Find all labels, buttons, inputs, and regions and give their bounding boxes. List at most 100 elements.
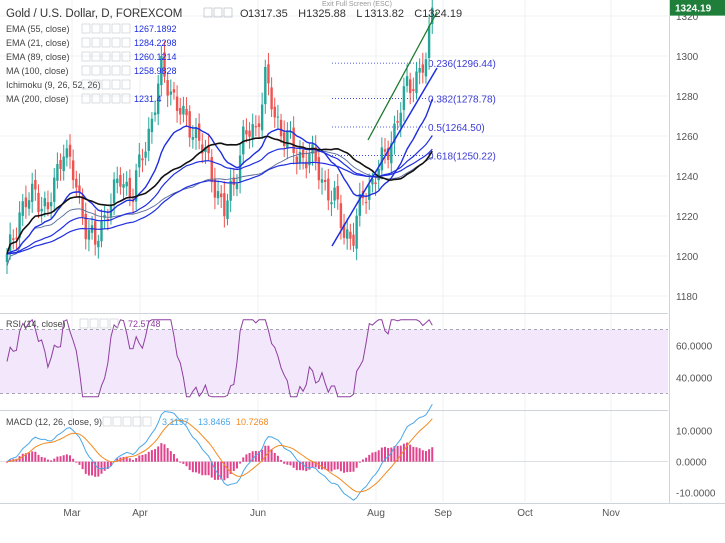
macd-histogram-bar [261, 449, 264, 462]
candle-body [412, 89, 415, 92]
macd-histogram-bar [198, 461, 201, 474]
candle-body [188, 111, 191, 138]
candle-body [75, 178, 78, 188]
candle-body [346, 229, 349, 239]
macd-histogram-bar [267, 445, 270, 462]
indicator-value: 1284.2298 [134, 38, 177, 48]
macd-histogram-bar [157, 446, 160, 462]
candle-body [144, 151, 147, 158]
macd-histogram-bar [207, 461, 210, 476]
candle-body [257, 123, 261, 128]
candle-body [210, 157, 213, 183]
indicator-label: EMA (55, close) [6, 24, 70, 34]
candle-body [339, 203, 343, 228]
rsi-tick-label: 40.0000 [676, 374, 713, 385]
macd-histogram-bar [59, 456, 62, 462]
macd-histogram-bar [292, 461, 295, 468]
candle-body [333, 187, 336, 201]
candle-body [94, 221, 97, 245]
candle-body [128, 177, 132, 198]
exit-fullscreen-bg [318, 0, 410, 7]
exit-fullscreen-text: Exit Full Screen (ESC) [322, 1, 392, 8]
macd-histogram-bar [245, 454, 248, 462]
candle-body [402, 86, 406, 110]
macd-histogram-bar [368, 454, 371, 462]
indicator-toggle-box [101, 51, 111, 62]
candle-body [396, 121, 399, 123]
candle-body [179, 107, 182, 115]
ohlc-label: O [240, 8, 249, 20]
candle-body [295, 156, 298, 164]
price-tick-label: 1180 [676, 292, 698, 303]
macd-histogram-bar [91, 461, 94, 476]
ohlc-value: 1325.88 [306, 8, 346, 20]
macd-histogram-bar [235, 461, 238, 469]
macd-histogram-bar [109, 461, 112, 466]
candle-body [264, 66, 267, 105]
candle-body [383, 149, 387, 152]
indicator-toggle-box [101, 93, 111, 104]
ohlc-label: L [356, 8, 362, 20]
rsi-toggle-box [99, 318, 109, 329]
candle-body [78, 185, 81, 192]
macd-histogram-bar [254, 450, 257, 462]
macd-toggle-box [122, 416, 132, 427]
macd-tick-label: -10.0000 [676, 489, 716, 500]
macd-histogram-bar [415, 447, 418, 462]
fibonacci-levels: 0.236(1296.44) 0.382(1278.78) 0.5(1264.50)… [332, 59, 496, 163]
indicator-value: 1231.4 [134, 94, 162, 104]
candle-body [232, 177, 235, 186]
macd-histogram-bar [239, 461, 242, 464]
indicator-toggle-box [111, 93, 121, 104]
macd-histogram-bar [295, 461, 298, 471]
candle-body [46, 202, 50, 210]
candle-body [147, 128, 150, 151]
time-tick-label: Mar [63, 508, 81, 519]
macd-histogram-bar [409, 444, 412, 462]
ohlc-value: 1317.35 [248, 8, 288, 20]
indicator-toggle-box [91, 51, 101, 62]
candle-body [308, 153, 311, 166]
macd-histogram-bar [94, 461, 97, 477]
macd-line [6, 404, 433, 501]
candle-body [5, 254, 9, 262]
macd-histogram-bar [191, 461, 194, 473]
candle-body [182, 105, 185, 115]
macd-histogram-bar [270, 449, 273, 462]
candle-body [8, 234, 12, 252]
macd-toggle-box [102, 416, 112, 427]
macd-histogram-bar [336, 461, 339, 470]
macd-histogram-bar [384, 446, 386, 462]
macd-histogram-bar [72, 458, 75, 462]
macd-histogram-bar [81, 461, 84, 470]
candle-body [342, 224, 346, 238]
candle-body [292, 127, 295, 154]
macd-histogram-bar [172, 454, 175, 462]
rsi-label: RSI (14, close) [6, 319, 66, 329]
macd-histogram-bar [87, 461, 90, 476]
candle-body [185, 108, 188, 116]
candle-body [53, 177, 56, 202]
candle-body [320, 179, 324, 183]
candle-body [380, 147, 384, 171]
ema-55-line [6, 135, 433, 255]
candle-body [418, 68, 421, 73]
rsi-value: 72.5748 [128, 319, 161, 329]
rsi-pane [0, 318, 668, 398]
macd-histogram-bar [46, 459, 49, 462]
macd-histogram-bar [213, 461, 216, 480]
candle-body [371, 178, 374, 185]
macd-histogram-bar [374, 451, 377, 462]
candle-body [172, 89, 176, 93]
chart-header: Exit Full Screen (ESC) Gold / U.S. Dollar… [6, 0, 462, 427]
uptrend-line [331, 67, 438, 247]
macd-histogram-bar [226, 461, 229, 479]
macd-histogram-bar [53, 458, 56, 462]
macd-histogram-bar [333, 461, 336, 470]
macd-histogram-bar [97, 461, 100, 477]
candle-body [134, 170, 138, 202]
header-toggle-box [223, 7, 233, 18]
fib-level-label: 0.618(1250.22) [428, 152, 496, 163]
price-tick-label: 1240 [676, 172, 699, 183]
